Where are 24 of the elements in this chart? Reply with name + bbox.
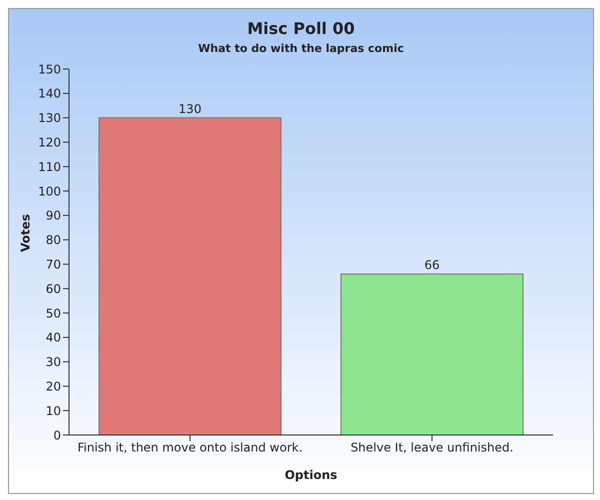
y-tick-label: 130: [38, 111, 61, 126]
y-tick-label: 0: [53, 428, 61, 442]
x-axis-title: Options: [284, 468, 338, 482]
chart-subtitle: What to do with the lapras comic: [197, 41, 405, 55]
data-label: 66: [424, 258, 440, 272]
chart-title: Misc Poll 00: [246, 18, 356, 38]
y-tick-label: 20: [46, 379, 61, 394]
y-tick-label: 140: [38, 86, 61, 101]
y-tick-label: 60: [46, 282, 61, 296]
y-tick-label: 90: [46, 208, 61, 223]
y-tick-label: 40: [46, 330, 61, 345]
y-axis-title: Votes: [18, 214, 32, 252]
y-tick-label: 10: [46, 404, 61, 418]
y-tick-label: 30: [46, 355, 61, 370]
x-tick-label: Finish it, then move onto island work.: [77, 440, 303, 455]
y-tick-label: 70: [46, 257, 61, 272]
x-tick-label: Shelve It, leave unfinished.: [350, 440, 514, 455]
y-tick-label: 50: [46, 306, 61, 320]
y-tick-label: 80: [46, 233, 61, 248]
y-tick-label: 110: [38, 160, 61, 174]
y-tick-label: 150: [38, 62, 61, 76]
y-tick-label: 100: [38, 184, 61, 198]
y-tick-label: 120: [38, 135, 61, 150]
data-label: 130: [178, 102, 202, 116]
